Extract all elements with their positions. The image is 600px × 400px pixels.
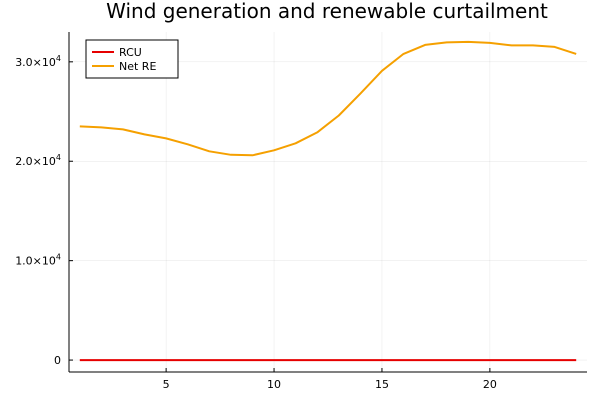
y-tick-label: 2.0×104 [15,153,61,168]
axes [68,32,587,373]
y-tick-exponent: 4 [56,153,61,162]
y-tick-label: 1.0×104 [15,253,61,268]
y-axis-ticks: 0 1.0×104 2.0×104 3.0×104 [15,54,73,367]
x-tick-label: 20 [483,378,497,391]
legend-label: RCU [119,46,142,59]
x-tick-label: 15 [375,378,389,391]
series-line-net-re [79,40,577,157]
chart-title: Wind generation and renewable curtailmen… [106,0,548,23]
legend-box [85,39,179,79]
grid [69,32,587,372]
y-tick-label: 0 [54,354,61,367]
legend-label: Net RE [119,60,156,73]
series-lines [79,40,577,362]
y-tick-exponent: 4 [56,253,61,262]
x-axis-ticks: 5 10 15 20 [163,368,497,391]
x-tick-label: 10 [267,378,281,391]
x-tick-label: 5 [163,378,170,391]
y-tick-exponent: 4 [56,54,61,63]
y-tick-label: 3.0×104 [15,54,61,69]
